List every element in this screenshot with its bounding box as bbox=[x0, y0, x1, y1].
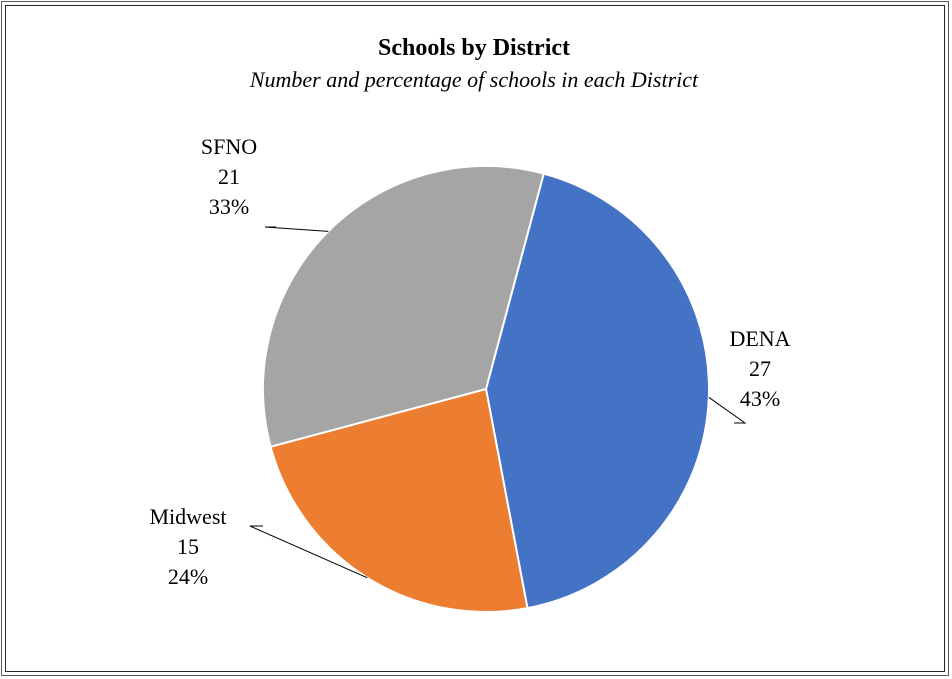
pie-slice-midwest bbox=[269, 387, 529, 613]
leader-line-midwest bbox=[249, 525, 368, 579]
data-label-sfno-value: 21 bbox=[218, 164, 240, 189]
pie-slice-sfno bbox=[262, 165, 545, 448]
data-label-dena-name: DENA bbox=[729, 326, 790, 351]
data-label-sfno-percent: 33% bbox=[209, 194, 249, 219]
pie-slice-dena bbox=[484, 172, 710, 610]
leader-lines bbox=[249, 226, 747, 579]
data-label-midwest-name: Midwest bbox=[150, 504, 227, 529]
data-label-dena-value: 27 bbox=[749, 356, 771, 381]
chart-subtitle: Number and percentage of schools in each… bbox=[249, 67, 699, 92]
data-label-midwest-value: 15 bbox=[177, 534, 199, 559]
leader-line-sfno bbox=[264, 226, 329, 232]
chart-title: Schools by District bbox=[378, 35, 570, 61]
data-label-sfno-name: SFNO bbox=[201, 134, 257, 159]
data-label-dena-percent: 43% bbox=[740, 386, 780, 411]
leader-line-dena bbox=[708, 396, 747, 424]
data-labels: DENA 27 43% Midwest 15 24% SFNO 21 33% bbox=[150, 134, 791, 589]
pie-slices bbox=[262, 165, 710, 613]
data-label-midwest-percent: 24% bbox=[168, 564, 208, 589]
